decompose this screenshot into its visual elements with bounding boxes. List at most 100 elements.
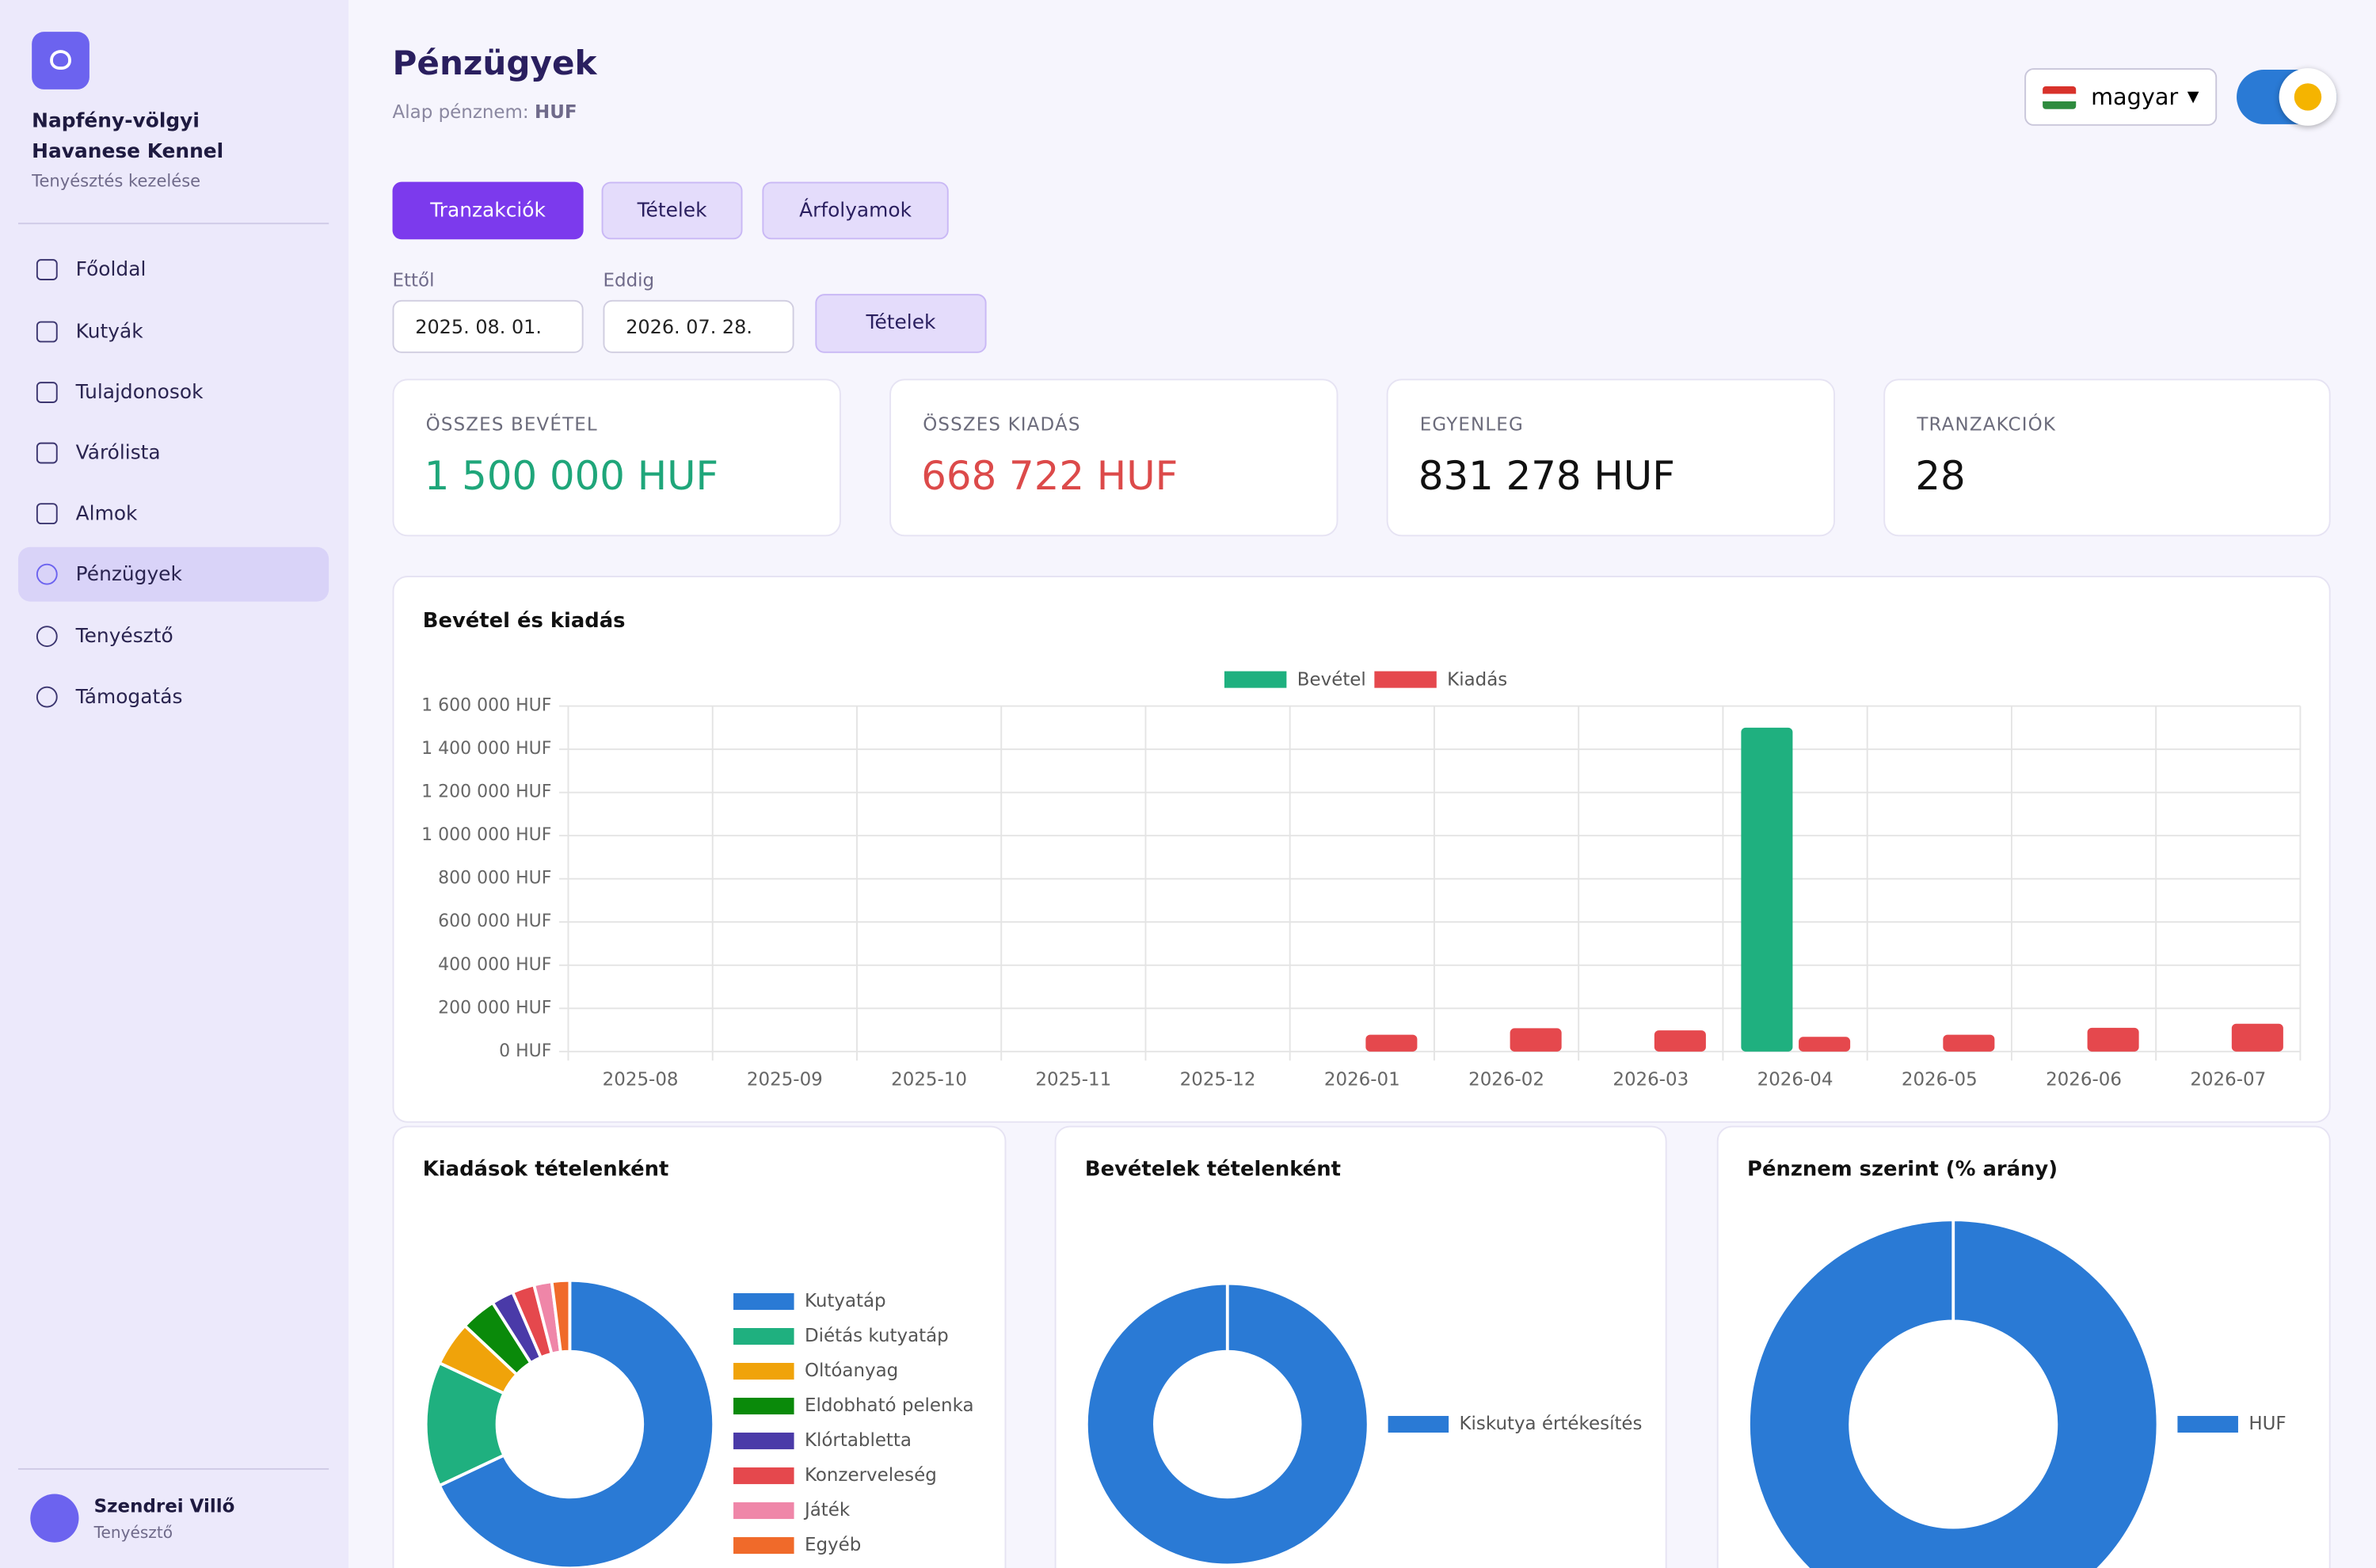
x-tick-label: 2025-10 <box>891 1070 967 1090</box>
x-tick-label: 2026-01 <box>1324 1070 1400 1090</box>
bar <box>2087 1027 2139 1052</box>
nav-item[interactable]: Várólista <box>18 426 329 481</box>
y-tick-label: 1 400 000 HUF <box>421 739 551 759</box>
stat-card: ÖSSZES KIADÁS 668 722 HUF <box>889 379 1338 537</box>
y-tick-label: 1 000 000 HUF <box>421 825 551 845</box>
language-label: magyar <box>2091 83 2179 111</box>
from-label: Ettől <box>392 269 435 291</box>
legend-swatch <box>733 1363 794 1380</box>
tab[interactable]: Árfolyamok <box>762 181 949 240</box>
legend-swatch <box>733 1433 794 1450</box>
bar <box>1654 1030 1706 1052</box>
bar <box>1943 1034 1995 1052</box>
stat-value: 1 500 000 HUF <box>424 454 719 500</box>
stat-value: 668 722 HUF <box>921 454 1178 500</box>
nav-item[interactable]: Kutyák <box>18 305 329 360</box>
y-tick-label: 200 000 HUF <box>438 998 551 1018</box>
to-date[interactable]: 2026. 07. 28. <box>603 299 794 353</box>
nav-label: Kutyák <box>75 320 143 344</box>
bar <box>1365 1034 1418 1052</box>
legend-swatch <box>1224 671 1287 688</box>
base-currency-value: HUF <box>534 101 577 123</box>
x-tick-label: 2025-08 <box>603 1070 679 1090</box>
tab-active[interactable]: Tranzakciók <box>392 181 584 240</box>
nav-item[interactable]: Támogatás <box>18 670 329 725</box>
legend-label: Kiskutya értékesítés <box>1460 1414 1643 1434</box>
nav-item-active[interactable]: Pénzügyek <box>17 546 329 602</box>
theme-toggle[interactable] <box>2237 68 2337 126</box>
base-currency: Alap pénznem: HUF <box>393 101 577 123</box>
stat-label: ÖSSZES KIADÁS <box>923 413 1081 436</box>
legend-swatch <box>733 1328 794 1345</box>
legend-swatch <box>733 1398 794 1415</box>
language-select[interactable]: magyar ▼ <box>2024 68 2218 126</box>
to-label: Eddig <box>603 269 655 291</box>
legend-label: Bevétel <box>1297 670 1366 691</box>
category-filter[interactable]: Tételek <box>815 294 987 353</box>
stat-card: ÖSSZES BEVÉTEL 1 500 000 HUF <box>392 379 841 537</box>
bar <box>1741 727 1793 1052</box>
y-tick-label: 400 000 HUF <box>438 955 551 975</box>
chart-title: Pénznem szerint (% arány) <box>1747 1158 2058 1182</box>
nav-label: Támogatás <box>75 685 183 709</box>
x-tick-label: 2025-12 <box>1180 1070 1256 1090</box>
x-tick-label: 2026-05 <box>1902 1070 1978 1090</box>
bar <box>1510 1028 1562 1052</box>
stat-value: 28 <box>1915 454 1966 500</box>
chart-title: Kiadások tételenként <box>423 1158 669 1182</box>
kennel-subtitle: Tenyésztés kezelése <box>32 171 201 192</box>
y-tick-label: 0 HUF <box>499 1041 551 1061</box>
nav-item[interactable]: Tenyésztő <box>18 609 329 664</box>
nav-item[interactable]: Almok <box>18 486 329 541</box>
chart-title: Bevételek tételenként <box>1085 1158 1341 1182</box>
donut-slice <box>1085 1281 1370 1567</box>
caret: ▼ <box>2187 88 2199 105</box>
legend-swatch <box>733 1467 794 1485</box>
sidebar: Napfény-völgyi Havanese Kennel Tenyészté… <box>0 0 349 1568</box>
divider <box>17 223 329 225</box>
chart-title: Bevétel és kiadás <box>423 609 626 633</box>
nav-label: Tulajdonosok <box>75 381 204 404</box>
chart-card <box>392 576 2331 1123</box>
bar <box>1799 1037 1851 1052</box>
x-tick-label: 2026-03 <box>1613 1070 1689 1090</box>
stat-card: EGYENLEG 831 278 HUF <box>1386 379 1836 537</box>
y-tick-label: 600 000 HUF <box>438 911 551 931</box>
nav-label: Tenyésztő <box>75 625 173 648</box>
x-tick-label: 2026-06 <box>2046 1070 2122 1090</box>
legend-swatch <box>2177 1415 2238 1433</box>
tab[interactable]: Tételek <box>601 181 743 240</box>
stat-card: TRANZAKCIÓK 28 <box>1883 379 2331 537</box>
x-tick-label: 2025-09 <box>747 1070 823 1090</box>
legend-label: Kiadás <box>1447 670 1507 691</box>
x-tick-label: 2026-07 <box>2190 1070 2266 1090</box>
stat-label: EGYENLEG <box>1419 413 1524 436</box>
nav-item[interactable]: Főoldal <box>18 242 329 297</box>
x-tick-label: 2026-04 <box>1757 1070 1833 1090</box>
nav-label: Főoldal <box>75 258 147 281</box>
legend-label: Konzerveleség <box>805 1465 937 1486</box>
legend-label: Oltóanyag <box>805 1361 898 1381</box>
avatar[interactable] <box>30 1494 79 1543</box>
divider <box>17 1467 329 1470</box>
legend-label: HUF <box>2248 1414 2286 1434</box>
nav-label: Almok <box>75 502 138 525</box>
legend-label: Diétás kutyatáp <box>805 1326 949 1346</box>
legend-label: Kutyatáp <box>805 1291 886 1311</box>
stat-value: 831 278 HUF <box>1418 454 1675 500</box>
from-date[interactable]: 2025. 08. 01. <box>392 299 584 353</box>
nav-item[interactable]: Tulajdonosok <box>18 365 329 420</box>
donut-slice <box>437 1278 716 1568</box>
legend-swatch <box>733 1537 794 1555</box>
legend-label: Eldobható pelenka <box>805 1395 974 1416</box>
legend-label: Játék <box>803 1500 851 1520</box>
legend-label: Egyéb <box>805 1535 861 1555</box>
y-tick-label: 800 000 HUF <box>438 869 551 889</box>
x-tick-label: 2025-11 <box>1035 1070 1111 1090</box>
y-tick-label: 1 200 000 HUF <box>421 782 551 802</box>
user-name: Szendrei Villő <box>93 1495 235 1517</box>
bar <box>2231 1023 2283 1052</box>
